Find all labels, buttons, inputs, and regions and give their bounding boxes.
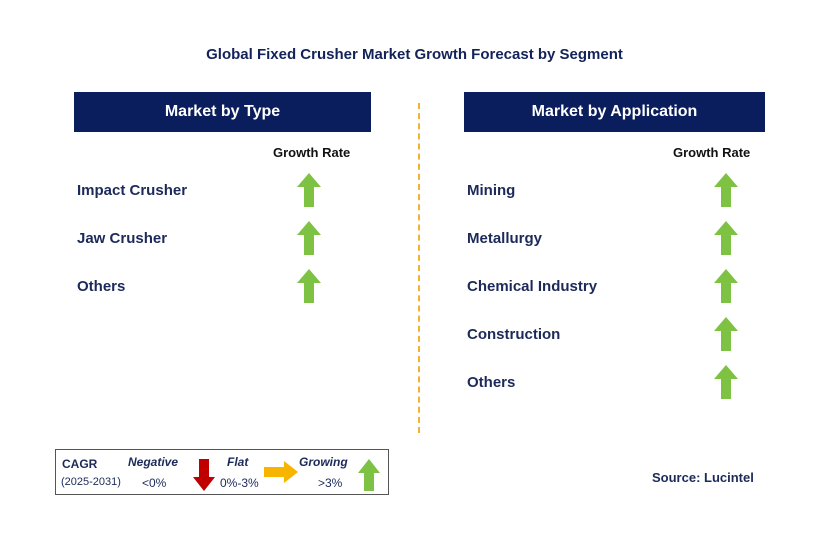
legend-flat-label: Flat xyxy=(227,455,249,469)
red-down-arrow-icon xyxy=(193,459,215,491)
green-up-arrow-icon xyxy=(714,173,738,207)
application-label-metallurgy: Metallurgy xyxy=(467,230,543,247)
left-growth-rate-heading: Growth Rate xyxy=(273,145,351,160)
green-up-arrow-icon xyxy=(714,365,738,399)
application-label-chemical-industry: Chemical Industry xyxy=(467,278,598,295)
legend-growing-value: >3% xyxy=(318,476,343,490)
green-up-arrow-icon xyxy=(714,269,738,303)
green-up-arrow-icon xyxy=(297,173,321,207)
application-label-mining: Mining xyxy=(467,182,516,199)
green-up-arrow-icon xyxy=(297,221,321,255)
type-label-impact-crusher: Impact Crusher xyxy=(77,182,188,199)
legend-period: (2025-2031) xyxy=(61,476,121,488)
market-by-application-header: Market by Application xyxy=(464,92,765,132)
legend-negative-label: Negative xyxy=(128,455,179,469)
legend-cagr-label: CAGR xyxy=(62,457,98,471)
green-up-arrow-icon xyxy=(297,269,321,303)
legend-negative-value: <0% xyxy=(142,476,167,490)
application-label-construction: Construction xyxy=(467,326,561,343)
cagr-legend: CAGR (2025-2031) Negative <0% Flat 0%-3%… xyxy=(55,449,389,495)
legend-flat-value: 0%-3% xyxy=(220,476,259,490)
application-label-others: Others xyxy=(467,374,516,391)
green-up-arrow-icon xyxy=(714,317,738,351)
green-up-arrow-icon xyxy=(358,459,380,491)
source-note: Source: Lucintel xyxy=(652,470,754,485)
panel-divider xyxy=(418,103,420,433)
page-title: Global Fixed Crusher Market Growth Forec… xyxy=(206,46,623,63)
green-up-arrow-icon xyxy=(714,221,738,255)
legend-growing-label: Growing xyxy=(299,455,348,469)
market-by-type-header: Market by Type xyxy=(74,92,371,132)
right-growth-rate-heading: Growth Rate xyxy=(673,145,751,160)
type-label-jaw-crusher: Jaw Crusher xyxy=(77,230,168,247)
orange-right-arrow-icon xyxy=(264,461,298,483)
type-label-others: Others xyxy=(77,278,126,295)
